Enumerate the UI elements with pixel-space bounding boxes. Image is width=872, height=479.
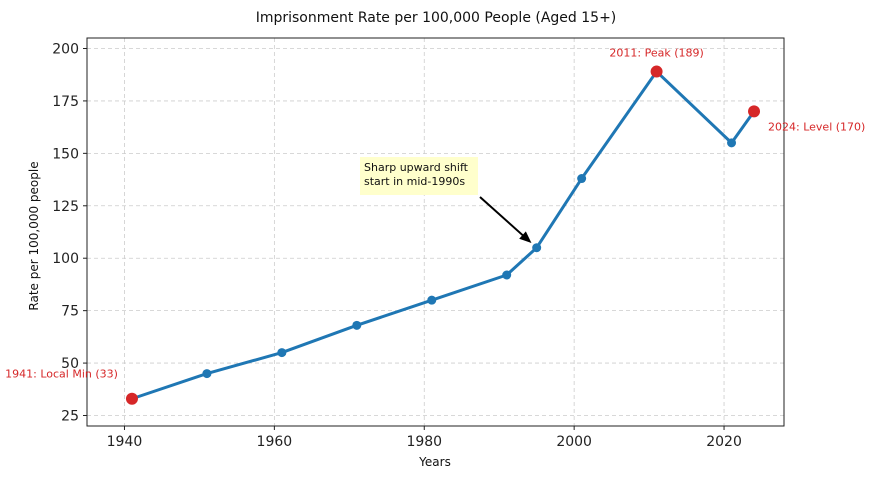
- highlight-label: 2024: Level (170): [768, 120, 865, 133]
- x-axis-title: Years: [418, 455, 451, 469]
- data-point: [352, 320, 362, 330]
- y-tick-label: 125: [52, 199, 79, 215]
- highlights: 1941: Local Min (33) 2011: Peak (189) 2024…: [5, 47, 865, 405]
- annotation-box: [360, 157, 478, 195]
- annotation-text: Sharp upward shift: [364, 161, 469, 174]
- highlight-label: 1941: Local Min (33): [5, 368, 118, 381]
- data-point: [427, 295, 437, 305]
- data-point: [532, 243, 542, 253]
- annotation-text: start in mid-1990s: [364, 175, 465, 188]
- highlight-label: 2011: Peak (189): [609, 47, 703, 60]
- grid: [87, 38, 784, 426]
- y-tick-label: 75: [61, 304, 79, 320]
- series-line: [131, 70, 756, 401]
- y-tick-label: 200: [52, 41, 79, 57]
- x-tick-label: 2000: [556, 434, 592, 450]
- plot-frame: [86, 37, 785, 427]
- y-tick-label: 100: [52, 251, 79, 267]
- y-tick-label: 150: [52, 146, 79, 162]
- annotation-arrow: [479, 196, 528, 240]
- y-axis-title: Rate per 100,000 people: [27, 161, 41, 310]
- x-tick-label: 2020: [706, 434, 742, 450]
- ticks: 1940 1960 1980 2000 2020 25 50 75 100 125 150 175 20…: [52, 41, 742, 450]
- highlight-point: [650, 65, 663, 78]
- y-tick-label: 175: [52, 94, 79, 110]
- x-tick-label: 1980: [406, 434, 442, 450]
- highlight-point: [748, 105, 761, 118]
- data-point: [727, 138, 737, 148]
- chart-title: Imprisonment Rate per 100,000 People (Ag…: [256, 10, 617, 26]
- x-tick-label: 1960: [257, 434, 293, 450]
- data-point: [502, 270, 512, 280]
- data-point: [577, 174, 587, 184]
- annotation-arrowhead: [519, 231, 532, 244]
- y-tick-label: 50: [61, 356, 79, 372]
- highlight-point: [125, 392, 138, 405]
- y-tick-label: 25: [61, 409, 79, 425]
- x-tick-label: 1940: [107, 434, 143, 450]
- series: [127, 67, 759, 404]
- data-point: [202, 369, 212, 379]
- data-point: [277, 348, 287, 358]
- axes: [86, 37, 785, 427]
